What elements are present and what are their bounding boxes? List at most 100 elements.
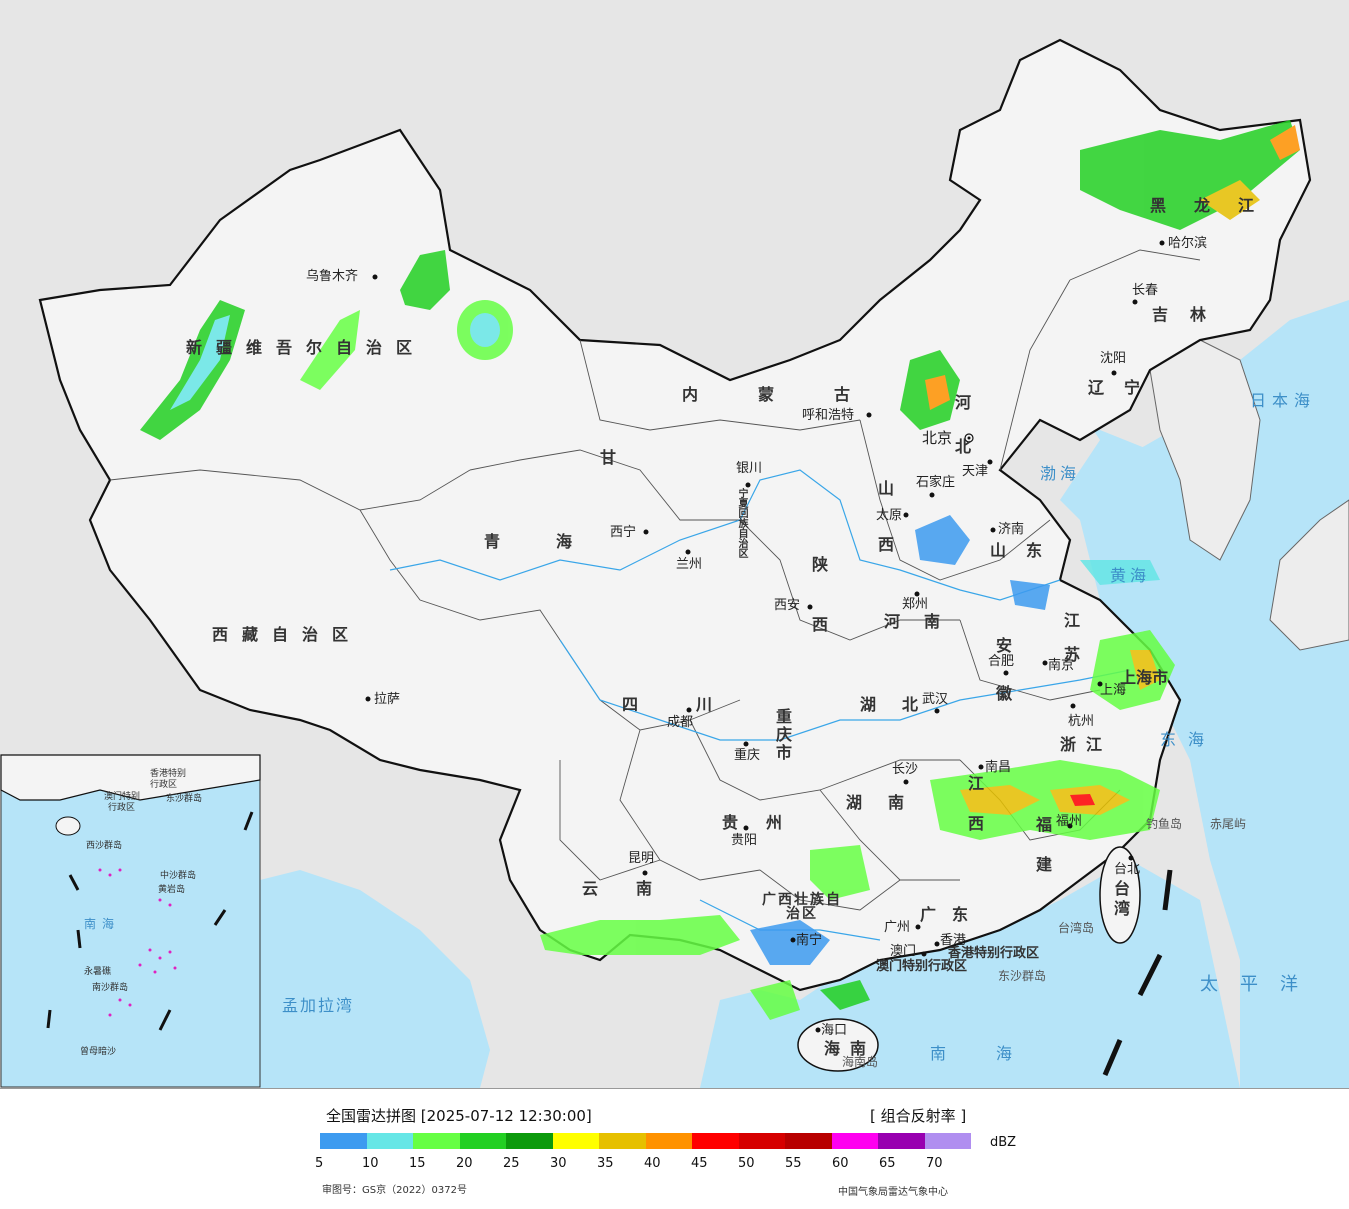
scale-tick-10: 55 xyxy=(785,1156,802,1171)
scale-swatch-6 xyxy=(599,1133,646,1149)
city-hohhot: 呼和浩特 xyxy=(802,408,855,423)
city-changchun: 长春 xyxy=(1132,283,1159,298)
province-jilin: 吉林 xyxy=(1152,305,1229,324)
sea-bay-of-bengal: 孟加拉湾 xyxy=(282,996,355,1015)
city-yinchuan: 银川 xyxy=(736,461,763,476)
province-guangxi: 广西壮族自治区 xyxy=(762,892,842,922)
city-chongqing: 重庆 xyxy=(734,748,761,763)
south-china-sea-inset xyxy=(0,754,261,1088)
province-yunnan: 云南 xyxy=(582,879,691,898)
japan-land xyxy=(1269,499,1349,651)
province-henan: 河南 xyxy=(884,612,965,631)
inset-huangyan: 黄岩岛 xyxy=(158,885,186,895)
korea-land xyxy=(1149,339,1261,561)
province-guizhou: 贵州 xyxy=(722,813,811,832)
province-hk-sar: 香港特别行政区 xyxy=(948,946,1040,961)
city-jinan: 济南 xyxy=(998,522,1025,537)
city-fuzhou: 福州 xyxy=(1056,814,1083,829)
province-xinjiang: 新疆维吾尔自治区 xyxy=(186,338,427,357)
scale-tick-13: 70 xyxy=(926,1156,943,1171)
scale-swatch-9 xyxy=(738,1133,785,1149)
bay-of-bengal xyxy=(260,870,490,1088)
city-xian: 西安 xyxy=(774,598,801,613)
scale-tick-4: 25 xyxy=(503,1156,520,1171)
province-macau-sar: 澳门特别行政区 xyxy=(876,959,968,974)
organization: 中国气象局雷达气象中心 xyxy=(838,1187,948,1198)
city-markers xyxy=(365,240,1165,1033)
scale-swatch-7 xyxy=(645,1133,692,1149)
scale-swatch-0 xyxy=(320,1133,367,1149)
province-shanxi: 山西 xyxy=(875,480,894,592)
city-xining: 西宁 xyxy=(610,525,637,540)
city-beijing: 北京 xyxy=(922,429,953,447)
scale-tick-0: 5 xyxy=(315,1156,324,1171)
city-hangzhou: 杭州 xyxy=(1068,714,1095,729)
inset-nanhai: 南海 xyxy=(84,917,121,931)
city-taiyuan: 太原 xyxy=(876,508,903,523)
province-shaanxi: 陕西 xyxy=(809,556,828,676)
province-shanghaishi: 上海市 xyxy=(1120,668,1169,687)
city-tianjin: 天津 xyxy=(962,464,989,479)
bohai-yellow-sea xyxy=(1030,410,1220,680)
island-diaoyudao: 钓鱼岛 xyxy=(1146,817,1183,831)
map-canvas xyxy=(0,38,1349,1088)
scale-tick-3: 20 xyxy=(456,1156,473,1171)
radar-echoes xyxy=(140,120,1300,1020)
province-heilongjiang: 黑龙江 xyxy=(1150,196,1283,215)
city-harbin: 哈尔滨 xyxy=(1168,236,1208,251)
province-ningxia: 宁夏回族自治区 xyxy=(736,488,747,558)
province-hainan: 海南 xyxy=(824,1039,877,1058)
province-guangdong: 广东 xyxy=(920,905,985,924)
inset-hk: 香港特别 xyxy=(150,769,187,779)
province-jiangsu: 江苏 xyxy=(1061,612,1080,680)
city-urumqi: 乌鲁木齐 xyxy=(306,269,359,284)
inset-mo2: 行政区 xyxy=(108,803,136,813)
scale-swatch-5 xyxy=(552,1133,599,1149)
island-chiweiyu: 赤尾屿 xyxy=(1210,817,1247,831)
city-lhasa: 拉萨 xyxy=(374,692,401,707)
sea-pacific: 太平洋 xyxy=(1200,974,1320,995)
city-nanjing: 南京 xyxy=(1048,658,1075,673)
city-guangzhou: 广州 xyxy=(884,920,911,935)
product-name: [ 组合反射率 ] xyxy=(870,1107,967,1125)
province-sichuan: 四川 xyxy=(622,695,771,714)
city-zhengzhou: 郑州 xyxy=(902,597,929,612)
province-anhui: 安徽 xyxy=(993,637,1012,733)
inset-zhongsha: 中沙群岛 xyxy=(160,871,197,881)
city-shijiazhuang: 石家庄 xyxy=(916,475,956,490)
inset-xisha: 西沙群岛 xyxy=(86,841,123,851)
sea-donghai: 东海 xyxy=(1160,730,1217,749)
scale-tick-2: 15 xyxy=(409,1156,426,1171)
legend-title: 全国雷达拼图 [2025-07-12 12:30:00] xyxy=(326,1107,592,1125)
scale-tick-8: 45 xyxy=(691,1156,708,1171)
scale-swatch-4 xyxy=(506,1133,553,1149)
city-lanzhou: 兰州 xyxy=(676,557,703,572)
city-shenyang: 沈阳 xyxy=(1100,351,1127,366)
scale-tick-9: 50 xyxy=(738,1156,755,1171)
city-hongkong: 香港 xyxy=(940,933,967,948)
island-dongsha: 东沙群岛 xyxy=(998,969,1047,983)
city-nanchang: 南昌 xyxy=(985,760,1012,775)
province-hebei: 河北 xyxy=(952,394,971,482)
city-wuhan: 武汉 xyxy=(922,692,949,707)
city-nanning: 南宁 xyxy=(796,933,823,948)
china-outline xyxy=(38,38,1312,992)
maritime-boundary xyxy=(1102,869,1173,1076)
island-hainandao: 海南岛 xyxy=(842,1055,879,1069)
province-jiangxi: 江西 xyxy=(965,775,984,855)
inset-nansha: 南沙群岛 xyxy=(92,983,129,993)
sea-bohai: 渤海 xyxy=(1040,464,1081,483)
inset-zengmu: 曾母暗沙 xyxy=(80,1047,117,1057)
province-gansu: 甘 xyxy=(600,448,631,467)
city-changsha: 长沙 xyxy=(892,762,919,777)
scale-swatch-10 xyxy=(785,1133,832,1149)
province-taiwan: 台湾 xyxy=(1111,880,1130,920)
province-zhejiang: 浙江 xyxy=(1060,735,1113,754)
province-xizang: 西藏自治区 xyxy=(212,625,363,644)
province-neimenggu: 内蒙古 xyxy=(682,385,911,404)
inset-dongsha: 东沙群岛 xyxy=(166,794,203,804)
province-shandong: 山东 xyxy=(990,541,1063,560)
radar-map: 乌鲁木齐 拉萨 西宁 兰州 银川 呼和浩特 北京 天津 石家庄 太原 济南 郑州… xyxy=(0,0,1349,1088)
province-fujian: 福建 xyxy=(1033,816,1052,896)
scale-swatch-11 xyxy=(831,1133,878,1149)
